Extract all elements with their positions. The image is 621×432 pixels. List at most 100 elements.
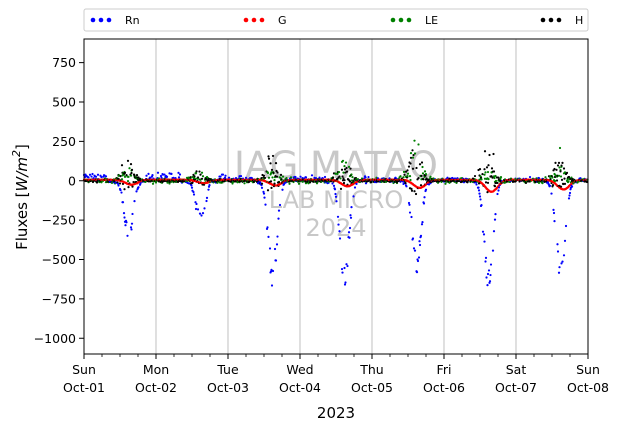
le-point: [424, 173, 428, 176]
h-point: [131, 185, 134, 188]
rn-point: [546, 180, 550, 184]
rn-point: [121, 201, 125, 204]
h-point: [331, 176, 335, 179]
h-point: [345, 166, 348, 170]
y-axis-title: Fluxes [W/m2]: [10, 144, 31, 250]
rn-point: [556, 243, 559, 246]
rn-point: [165, 175, 169, 178]
rn-point: [405, 185, 408, 188]
rn-point: [273, 247, 277, 251]
rn-point: [334, 192, 337, 196]
rn-point: [224, 174, 227, 177]
rn-point: [170, 172, 173, 175]
rn-point: [340, 267, 344, 271]
rn-point: [345, 263, 348, 266]
le-point: [499, 176, 503, 179]
le-point: [423, 170, 427, 173]
rn-point: [562, 254, 566, 257]
le-point: [166, 181, 169, 184]
rn-point: [364, 176, 367, 179]
h-point: [119, 175, 122, 178]
le-point: [315, 182, 319, 185]
rn-point: [196, 208, 200, 211]
rn-point: [348, 236, 351, 239]
rn-point: [135, 190, 138, 193]
rn-point: [350, 206, 353, 209]
rn-point: [367, 175, 370, 179]
x-axis-title: 2023: [317, 404, 355, 422]
rn-point: [133, 200, 136, 203]
rn-point: [412, 247, 416, 250]
rn-point: [219, 175, 222, 178]
rn-point: [475, 183, 478, 186]
rn-point: [487, 269, 491, 272]
y-tick-label: 0: [68, 173, 76, 188]
rn-point: [411, 237, 415, 240]
rn-point: [137, 186, 140, 189]
rn-point: [486, 284, 489, 287]
rn-point: [221, 173, 225, 176]
rn-point: [277, 209, 281, 212]
h-point: [486, 191, 489, 194]
rn-point: [281, 188, 284, 191]
le-point: [499, 177, 502, 180]
h-point: [492, 170, 496, 173]
h-point: [561, 161, 564, 164]
le-point: [402, 170, 406, 173]
rn-point: [424, 188, 428, 191]
rn-point: [349, 216, 353, 219]
y-tick-label: −750: [42, 291, 76, 306]
rn-point: [277, 217, 280, 220]
rn-point: [299, 175, 302, 178]
le-point: [267, 176, 271, 179]
rn-point: [558, 266, 561, 269]
rn-point: [446, 176, 449, 179]
rn-point: [410, 215, 413, 219]
le-point: [558, 166, 561, 169]
h-point: [270, 168, 274, 171]
rn-point: [483, 240, 486, 243]
rn-point: [90, 175, 93, 178]
h-point: [348, 180, 352, 183]
h-point: [280, 178, 283, 181]
rn-point: [344, 281, 347, 284]
le-point: [168, 182, 171, 185]
x-tick-weekday: Mon: [143, 362, 169, 377]
rn-point: [488, 280, 492, 283]
rn-point: [564, 224, 568, 228]
rn-point: [550, 192, 553, 195]
rn-point: [413, 249, 417, 252]
le-point: [128, 167, 131, 170]
rn-point: [294, 176, 297, 179]
h-point: [118, 182, 122, 185]
le-point: [402, 176, 405, 179]
rn-point: [318, 176, 321, 179]
h-point: [263, 176, 267, 180]
h-point: [493, 185, 497, 188]
h-point: [189, 176, 192, 179]
h-point: [567, 175, 571, 179]
legend-marker: [259, 17, 265, 23]
h-point: [271, 154, 275, 158]
rn-point: [120, 191, 123, 194]
rn-point: [485, 276, 488, 279]
le-point: [444, 182, 447, 185]
h-point: [133, 174, 136, 177]
h-point: [279, 173, 283, 176]
x-tick-weekday: Wed: [286, 362, 313, 377]
h-point: [466, 181, 469, 184]
h-point: [130, 171, 133, 175]
le-point: [541, 182, 544, 185]
le-point: [554, 174, 557, 177]
rn-point: [569, 188, 572, 191]
rn-point: [276, 235, 279, 238]
rn-point: [427, 183, 431, 186]
rn-point: [125, 221, 128, 224]
legend-label: LE: [425, 14, 438, 27]
le-point: [339, 177, 342, 180]
rn-point: [163, 173, 166, 176]
le-point: [144, 180, 147, 184]
legend-marker: [540, 17, 546, 23]
rn-point: [159, 174, 163, 178]
rn-point: [177, 176, 181, 179]
